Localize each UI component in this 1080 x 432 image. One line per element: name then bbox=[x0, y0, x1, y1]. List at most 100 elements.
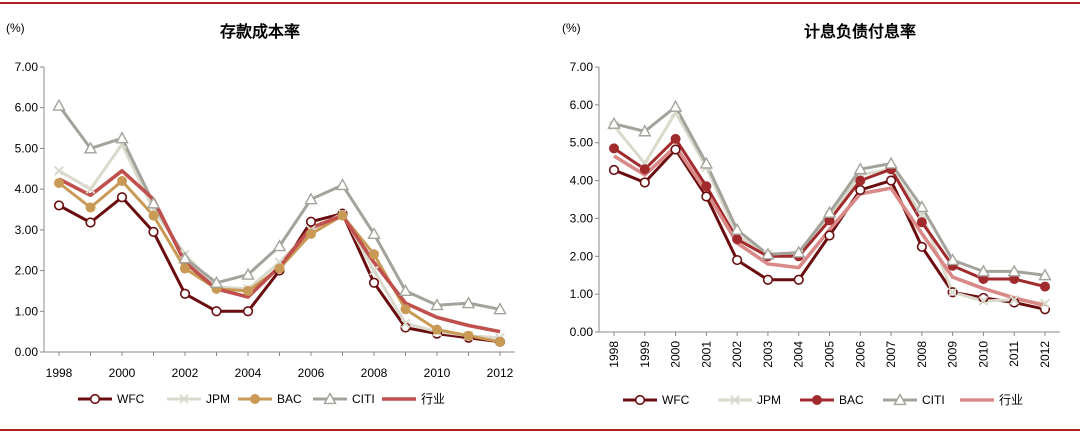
legend-item-citi: CITI bbox=[313, 392, 375, 406]
y-unit-label: (%) bbox=[562, 21, 581, 35]
series-line-series-4 bbox=[613, 144, 1046, 308]
legend-label: WFC bbox=[117, 392, 145, 406]
data-point bbox=[670, 133, 681, 144]
legend-marker bbox=[812, 395, 822, 405]
legend-marker bbox=[730, 395, 740, 405]
data-point bbox=[53, 200, 65, 211]
data-point bbox=[54, 178, 64, 189]
data-point bbox=[179, 288, 191, 299]
data-point bbox=[400, 304, 411, 315]
legend-marker bbox=[323, 392, 337, 405]
data-point bbox=[945, 253, 960, 266]
legend-label: BAC bbox=[277, 392, 302, 406]
data-point bbox=[670, 144, 681, 155]
y-tick-label: 7.00 bbox=[15, 60, 39, 74]
data-point bbox=[608, 164, 620, 176]
x-tick-label: 2008 bbox=[915, 341, 929, 368]
data-point bbox=[855, 175, 866, 186]
x-tick-label: 2001 bbox=[699, 341, 713, 368]
data-point bbox=[367, 226, 381, 240]
legend-marker bbox=[634, 394, 646, 406]
data-point bbox=[274, 263, 285, 274]
x-tick-label: 2011 bbox=[1007, 341, 1021, 367]
data-point bbox=[639, 164, 650, 175]
legend-label: JPM bbox=[206, 392, 230, 406]
data-point bbox=[369, 265, 379, 276]
data-point bbox=[369, 249, 379, 260]
data-point bbox=[146, 196, 161, 209]
data-point bbox=[885, 175, 897, 186]
data-point bbox=[209, 275, 224, 288]
x-tick-label: 2006 bbox=[853, 341, 867, 368]
data-point bbox=[884, 156, 898, 169]
data-point bbox=[1009, 294, 1020, 305]
x-tick-label: 2005 bbox=[823, 341, 837, 368]
y-tick-label: 1.00 bbox=[570, 287, 594, 301]
series-markers-citi bbox=[607, 99, 1052, 281]
data-point bbox=[915, 200, 929, 213]
data-point bbox=[1040, 281, 1050, 292]
legend-label: WFC bbox=[662, 393, 690, 407]
legend-marker bbox=[179, 394, 189, 404]
data-point bbox=[52, 98, 66, 111]
y-tick-label: 1.00 bbox=[15, 304, 39, 318]
data-point bbox=[824, 230, 835, 241]
data-point bbox=[398, 283, 413, 297]
legend-item-series-4: 行业 bbox=[382, 392, 445, 406]
series-markers-citi bbox=[52, 98, 507, 315]
data-point bbox=[306, 228, 316, 239]
x-tick-label: 2000 bbox=[109, 366, 136, 380]
x-tick-label: 1998 bbox=[46, 366, 73, 380]
x-tick-label: 1998 bbox=[607, 341, 621, 368]
y-tick-label: 2.00 bbox=[570, 249, 594, 263]
data-point bbox=[699, 156, 714, 169]
y-tick-label: 3.00 bbox=[570, 211, 594, 225]
x-tick-label: 2004 bbox=[792, 341, 806, 368]
y-tick-label: 4.00 bbox=[15, 182, 39, 196]
data-point bbox=[668, 99, 683, 112]
legend-item-jpm: JPM bbox=[167, 392, 230, 406]
data-point bbox=[117, 176, 127, 186]
data-point bbox=[916, 217, 927, 228]
data-point bbox=[116, 192, 128, 203]
data-point bbox=[115, 131, 129, 144]
series-line-citi bbox=[613, 105, 1046, 277]
data-point bbox=[732, 234, 743, 245]
x-tick-label: 2002 bbox=[730, 341, 744, 368]
data-point bbox=[793, 274, 804, 285]
data-point bbox=[368, 277, 380, 288]
legend-marker bbox=[893, 393, 907, 406]
data-point bbox=[85, 184, 96, 195]
x-tick-label: 2012 bbox=[1038, 341, 1052, 368]
data-point bbox=[701, 181, 712, 192]
data-point bbox=[305, 216, 317, 227]
data-point bbox=[1040, 298, 1050, 309]
y-tick-label: 5.00 bbox=[15, 141, 39, 155]
x-tick-label: 2010 bbox=[976, 341, 990, 368]
data-point bbox=[83, 141, 98, 154]
legend-label: BAC bbox=[839, 393, 864, 407]
legend-marker bbox=[250, 394, 260, 404]
data-point bbox=[85, 217, 96, 228]
data-point bbox=[732, 254, 743, 266]
series-markers-bac bbox=[54, 176, 505, 347]
x-tick-label: 2010 bbox=[424, 366, 451, 380]
data-point bbox=[211, 306, 222, 317]
data-point bbox=[241, 267, 255, 280]
data-point bbox=[180, 263, 190, 274]
data-point bbox=[978, 296, 989, 306]
data-point bbox=[639, 177, 650, 188]
legend-item-wfc: WFC bbox=[78, 392, 145, 406]
data-point bbox=[495, 336, 505, 347]
data-point bbox=[916, 241, 927, 252]
data-point bbox=[792, 245, 806, 258]
y-tick-label: 7.00 bbox=[570, 60, 594, 74]
data-point bbox=[430, 298, 444, 311]
chart-deposit-cost-rate: 存款成本率 (%) 0.00 1.00 2.00 3.00 4.00 5.00 6.00 7.… bbox=[6, 21, 515, 406]
data-point bbox=[853, 162, 867, 175]
legend-label: CITI bbox=[352, 392, 375, 406]
legend-item-citi: CITI bbox=[883, 393, 945, 407]
x-tick-label: 2006 bbox=[298, 366, 325, 380]
x-tick-label: 2008 bbox=[361, 366, 388, 380]
data-point bbox=[976, 264, 991, 277]
